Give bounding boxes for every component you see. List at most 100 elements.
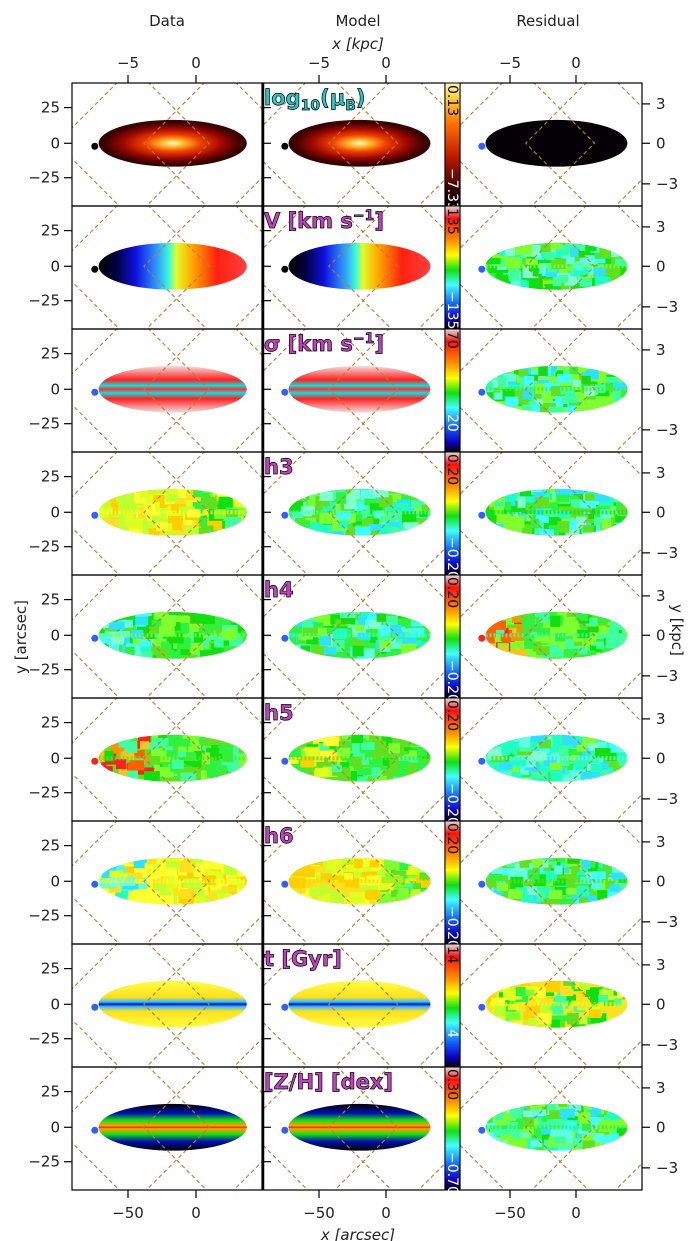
x-tick-label: 0 — [571, 1204, 581, 1222]
colorbar-min-label: −0.70 — [444, 1152, 460, 1195]
y-kpc-tick-label: −3 — [656, 667, 678, 685]
panel-data-3 — [71, 328, 263, 453]
galaxy-map — [288, 1103, 431, 1151]
panel-data-2 — [71, 205, 263, 330]
y-tick-label: 25 — [41, 837, 60, 855]
colorbar-max-label: 0.30 — [444, 1069, 460, 1100]
y-tick-label: −25 — [28, 292, 60, 310]
stray-bin — [91, 142, 99, 150]
y-tick-label: 0 — [50, 749, 60, 767]
y-kpc-tick-label: 3 — [656, 464, 666, 482]
stray-bin — [478, 265, 486, 273]
x-kpc-tick-label: 0 — [381, 54, 391, 72]
top-axis-label: x [kpc] — [331, 35, 384, 53]
galaxy-map — [485, 857, 628, 905]
field-footprint — [263, 83, 445, 206]
y-kpc-tick-label: −3 — [656, 421, 678, 439]
field-footprint — [72, 452, 262, 575]
y-kpc-tick-label: 3 — [656, 833, 666, 851]
x-kpc-tick-label: −5 — [117, 54, 139, 72]
y-tick-label: 0 — [50, 257, 60, 275]
x-tick-label: −50 — [494, 1204, 526, 1222]
stray-bin — [281, 265, 289, 273]
field-footprint — [460, 206, 642, 329]
stray-bin — [478, 634, 486, 642]
y-tick-label: 0 — [50, 380, 60, 398]
stray-bin — [281, 1126, 289, 1134]
field-footprint — [460, 329, 642, 452]
x-tick-label: −50 — [112, 1204, 144, 1222]
colorbar-max-label: 0.20 — [444, 454, 460, 485]
quantity-label: V [km s−1] — [264, 208, 384, 233]
colorbar-min-label: −0.20 — [444, 537, 460, 580]
stray-bin — [91, 634, 99, 642]
y-tick-label: 0 — [50, 134, 60, 152]
y-tick-label: 25 — [41, 345, 60, 363]
x-kpc-tick-label: 0 — [191, 54, 201, 72]
galaxy-map — [98, 611, 247, 659]
quantity-label: h5 — [264, 701, 294, 725]
x-tick-label: 0 — [191, 1204, 201, 1222]
x-kpc-tick-label: −5 — [308, 54, 330, 72]
y-kpc-tick-label: 3 — [656, 710, 666, 728]
galaxy-map — [485, 488, 628, 536]
field-footprint — [460, 1067, 642, 1190]
field-footprint — [72, 329, 262, 452]
field-footprint — [263, 575, 445, 698]
field-footprint — [72, 1067, 262, 1190]
y-kpc-tick-label: 0 — [656, 872, 666, 890]
y-kpc-tick-label: −3 — [656, 298, 678, 316]
stray-bin — [91, 1003, 99, 1011]
stray-bin — [281, 1003, 289, 1011]
y-tick-label: 25 — [41, 99, 60, 117]
y-tick-label: −25 — [28, 415, 60, 433]
galaxy-map — [98, 857, 247, 905]
panel-residual-4 — [459, 451, 643, 576]
x-tick-label: 0 — [381, 1204, 391, 1222]
galaxy-map — [98, 734, 247, 782]
column-title: Data — [149, 12, 185, 30]
y-kpc-tick-label: −3 — [656, 913, 678, 931]
panel-data-7 — [71, 820, 263, 945]
y-tick-label: 0 — [50, 503, 60, 521]
quantity-label: h6 — [264, 824, 294, 848]
y-kpc-tick-label: −3 — [656, 790, 678, 808]
column-title: Model — [335, 12, 380, 30]
quantity-label: t [Gyr] — [264, 947, 342, 971]
stray-bin — [91, 757, 99, 765]
galaxy-map — [98, 488, 247, 536]
panel-model-4 — [262, 451, 446, 576]
left-axis-label: y [arcsec] — [12, 600, 30, 674]
y-kpc-tick-label: 0 — [656, 134, 666, 152]
galaxy-map — [288, 488, 431, 536]
panel-residual-9 — [459, 1066, 643, 1191]
y-tick-label: −25 — [28, 538, 60, 556]
y-tick-label: −25 — [28, 907, 60, 925]
panel-model-5 — [262, 574, 446, 699]
y-tick-label: −25 — [28, 784, 60, 802]
y-tick-label: 0 — [50, 626, 60, 644]
panel-residual-7 — [459, 820, 643, 945]
colorbar-max-label: 14 — [444, 946, 460, 964]
field-footprint — [72, 944, 262, 1067]
y-tick-label: 25 — [41, 1083, 60, 1101]
stray-bin — [91, 1126, 99, 1134]
y-kpc-tick-label: −3 — [656, 544, 678, 562]
y-kpc-tick-label: −3 — [656, 175, 678, 193]
galaxy-map — [98, 1103, 247, 1151]
y-tick-label: 25 — [41, 468, 60, 486]
stray-bin — [281, 757, 289, 765]
y-kpc-tick-label: −3 — [656, 1036, 678, 1054]
y-tick-label: 0 — [50, 872, 60, 890]
stray-bin — [281, 511, 289, 519]
colorbar-max-label: 70 — [444, 331, 460, 349]
field-footprint — [460, 698, 642, 821]
stray-bin — [478, 1003, 486, 1011]
field-footprint — [263, 821, 445, 944]
y-kpc-tick-label: 0 — [656, 503, 666, 521]
stray-bin — [281, 388, 289, 396]
field-footprint — [460, 83, 642, 206]
y-kpc-tick-label: 3 — [656, 218, 666, 236]
galaxy-map — [485, 734, 628, 782]
